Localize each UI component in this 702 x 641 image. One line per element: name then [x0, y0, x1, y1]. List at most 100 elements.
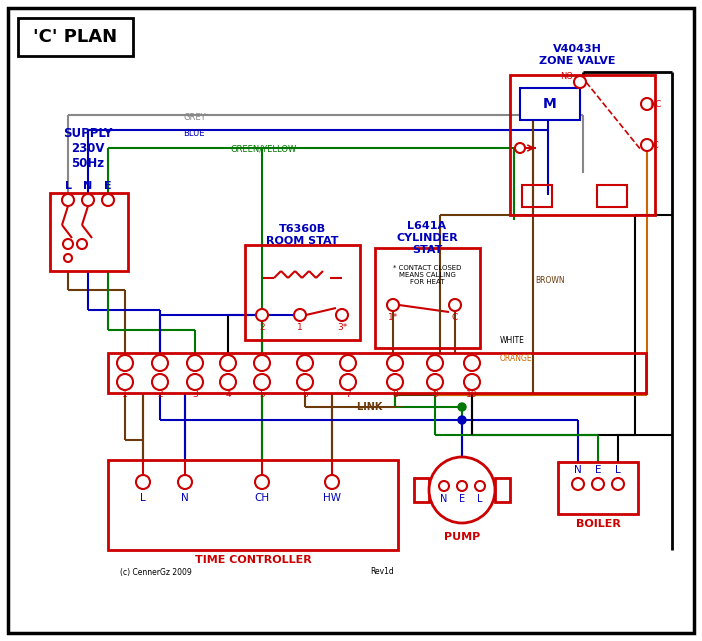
Text: L641A
CYLINDER
STAT: L641A CYLINDER STAT — [396, 221, 458, 254]
Text: GREEN/YELLOW: GREEN/YELLOW — [230, 144, 296, 153]
Text: 8: 8 — [392, 390, 398, 399]
Text: N: N — [574, 465, 582, 475]
Text: M: M — [543, 97, 557, 111]
Circle shape — [255, 475, 269, 489]
Bar — [520, 88, 580, 120]
Text: PUMP: PUMP — [444, 532, 480, 542]
Circle shape — [449, 299, 461, 311]
Text: L: L — [615, 465, 621, 475]
Bar — [108, 353, 646, 393]
Circle shape — [220, 355, 236, 371]
Text: CH: CH — [254, 493, 270, 503]
Text: * CONTACT CLOSED
MEANS CALLING
FOR HEAT: * CONTACT CLOSED MEANS CALLING FOR HEAT — [393, 265, 461, 285]
Circle shape — [220, 374, 236, 390]
Bar — [495, 478, 510, 502]
Text: 2: 2 — [259, 322, 265, 331]
Circle shape — [254, 374, 270, 390]
Text: E: E — [459, 494, 465, 504]
Circle shape — [387, 299, 399, 311]
Text: SUPPLY
230V
50Hz: SUPPLY 230V 50Hz — [63, 126, 113, 169]
Text: 4: 4 — [225, 390, 231, 399]
Circle shape — [117, 374, 133, 390]
Text: WHITE: WHITE — [500, 335, 525, 344]
Circle shape — [340, 355, 356, 371]
Text: 9: 9 — [432, 390, 438, 399]
Bar — [558, 462, 638, 514]
Circle shape — [297, 374, 313, 390]
Circle shape — [574, 76, 586, 88]
Text: ORANGE: ORANGE — [500, 353, 533, 363]
Circle shape — [336, 309, 348, 321]
Circle shape — [152, 374, 168, 390]
Circle shape — [592, 478, 604, 490]
Text: C: C — [652, 140, 658, 149]
Text: 5: 5 — [259, 390, 265, 399]
Text: ─── LINK ───: ─── LINK ─── — [336, 402, 404, 412]
Text: N: N — [84, 181, 93, 191]
Text: BOILER: BOILER — [576, 519, 621, 529]
Circle shape — [187, 374, 203, 390]
Text: N: N — [440, 494, 448, 504]
Circle shape — [77, 239, 87, 249]
Circle shape — [152, 355, 168, 371]
Bar — [18, 18, 133, 56]
Text: HW: HW — [323, 493, 341, 503]
Text: L: L — [140, 493, 146, 503]
Text: T6360B
ROOM STAT: T6360B ROOM STAT — [266, 224, 338, 246]
Circle shape — [325, 475, 339, 489]
Circle shape — [340, 374, 356, 390]
Text: NC: NC — [649, 99, 661, 108]
Bar — [414, 478, 429, 502]
Text: (c) CennerGz 2009: (c) CennerGz 2009 — [120, 567, 192, 576]
Text: BROWN: BROWN — [535, 276, 564, 285]
Bar — [245, 245, 360, 340]
Text: 1: 1 — [122, 390, 128, 399]
Bar — [108, 460, 398, 550]
Text: N: N — [181, 493, 189, 503]
Circle shape — [64, 254, 72, 262]
Text: BLUE: BLUE — [183, 128, 204, 138]
Bar — [375, 248, 480, 348]
Text: V4043H
ZONE VALVE: V4043H ZONE VALVE — [538, 44, 615, 66]
Text: L: L — [477, 494, 483, 504]
Text: 7: 7 — [345, 390, 351, 399]
Text: 3*: 3* — [337, 322, 347, 331]
Bar — [597, 185, 627, 207]
Circle shape — [464, 355, 480, 371]
Circle shape — [464, 374, 480, 390]
Circle shape — [187, 355, 203, 371]
Circle shape — [641, 98, 653, 110]
Circle shape — [439, 481, 449, 491]
Text: 3: 3 — [192, 390, 198, 399]
Circle shape — [475, 481, 485, 491]
Circle shape — [387, 374, 403, 390]
Bar — [522, 185, 552, 207]
Bar — [510, 75, 655, 215]
Circle shape — [297, 355, 313, 371]
Circle shape — [387, 355, 403, 371]
Circle shape — [117, 355, 133, 371]
Circle shape — [254, 355, 270, 371]
Circle shape — [294, 309, 306, 321]
Circle shape — [458, 416, 466, 424]
Text: 1: 1 — [297, 322, 303, 331]
Circle shape — [427, 374, 443, 390]
Text: 2: 2 — [157, 390, 163, 399]
Circle shape — [178, 475, 192, 489]
Text: E: E — [595, 465, 601, 475]
Text: GREY: GREY — [183, 113, 206, 122]
Circle shape — [612, 478, 624, 490]
Text: 'C' PLAN: 'C' PLAN — [33, 28, 117, 46]
Text: Rev1d: Rev1d — [370, 567, 394, 576]
Text: NO: NO — [560, 72, 574, 81]
Circle shape — [641, 139, 653, 151]
Text: TIME CONTROLLER: TIME CONTROLLER — [194, 555, 312, 565]
Circle shape — [572, 478, 584, 490]
Circle shape — [256, 309, 268, 321]
Bar — [50, 193, 128, 271]
Text: 1*: 1* — [388, 313, 398, 322]
Circle shape — [102, 194, 114, 206]
Circle shape — [82, 194, 94, 206]
Circle shape — [63, 239, 73, 249]
Text: 6: 6 — [302, 390, 308, 399]
